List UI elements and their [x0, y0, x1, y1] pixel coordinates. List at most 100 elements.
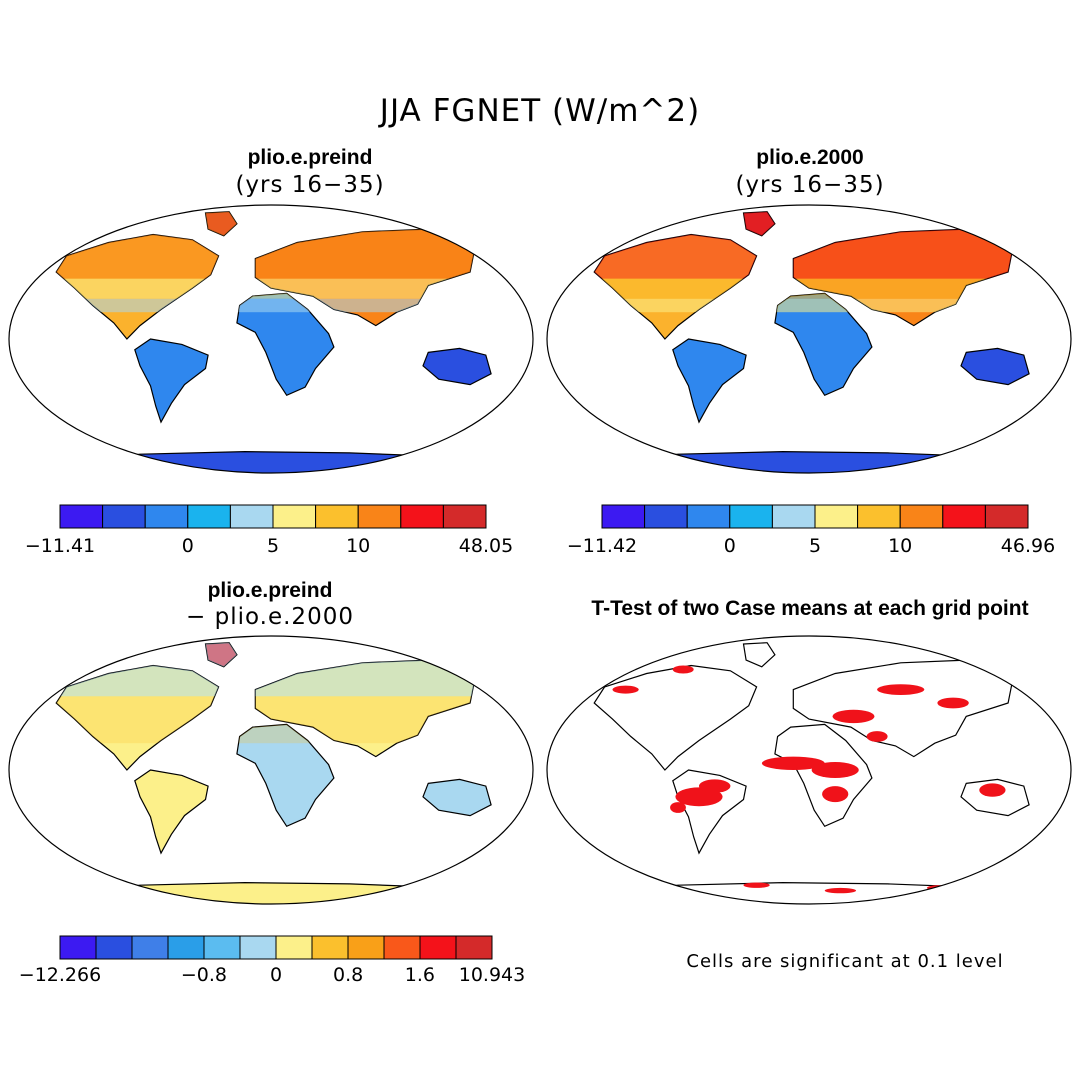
africa-landmass [236, 723, 335, 828]
colorbar-swatch [203, 935, 241, 960]
colorbar-tick-label: 5 [267, 535, 279, 557]
panel-3-subtitle: − plio.e.2000 [186, 604, 354, 630]
shading-band [56, 211, 492, 279]
panel-4-title: T-Test of two Case means at each grid po… [591, 597, 1029, 620]
colorbar-tick-label: 10 [346, 535, 370, 557]
antarctica-landmass [47, 450, 495, 473]
map-panel-3 [8, 635, 534, 905]
colorbar-tick-label: 48.05 [459, 535, 513, 557]
colorbar-swatch [59, 935, 97, 960]
colorbar-tick-label: −11.41 [25, 535, 95, 557]
colorbar-tick-label: 1.6 [405, 964, 435, 986]
map-border [8, 635, 534, 905]
colorbar-swatch [644, 504, 688, 529]
colorbar-swatch [899, 504, 944, 529]
colorbar-swatch [272, 504, 317, 529]
colorbar-swatch [239, 935, 277, 960]
australia-landmass [960, 347, 1030, 386]
map-panel-2 [546, 204, 1072, 474]
significant-cells [979, 783, 1006, 797]
colorbar-tick-label: 10 [888, 535, 912, 557]
significant-cells [866, 731, 888, 742]
colorbar-swatch [442, 504, 487, 529]
antarctica-landmass [47, 881, 495, 904]
significant-cells [743, 882, 770, 888]
colorbar-swatch [275, 935, 313, 960]
colorbar-swatch [942, 504, 986, 529]
colorbar-tick-label: 0.8 [333, 964, 363, 986]
colorbar-swatch [686, 504, 731, 529]
colorbar-swatch [229, 504, 274, 529]
colorbar-swatch [814, 504, 859, 529]
colorbar-2: −11.42 0 5 10 46.96 [567, 504, 1055, 557]
colorbar-swatch [315, 504, 359, 529]
significant-cells [612, 685, 639, 694]
colorbar-swatch [144, 504, 189, 529]
significant-cells [699, 779, 731, 793]
significant-cells [937, 697, 969, 709]
colorbar-1: −11.41 0 5 10 48.05 [25, 504, 513, 557]
eurasia-landmass [792, 659, 1015, 758]
colorbar-swatch [729, 504, 773, 529]
greenland-landmass [742, 642, 776, 668]
colorbar-swatch [383, 935, 421, 960]
australia-landmass [960, 778, 1030, 817]
colorbar-swatch [102, 504, 146, 529]
colorbar-swatch [311, 935, 349, 960]
colorbar-tick-label: 46.96 [1001, 535, 1055, 557]
shading-band [594, 278, 1030, 299]
shading-band [56, 642, 492, 697]
colorbar-swatch [984, 504, 1029, 529]
australia-landmass [422, 347, 492, 386]
shading-band [594, 211, 1030, 279]
map-border [546, 204, 1072, 474]
map-border [8, 204, 534, 474]
map-border [546, 635, 1072, 905]
shading-band [56, 278, 492, 299]
colorbar-swatch [95, 935, 133, 960]
colorbar-tick-label: −11.42 [567, 535, 637, 557]
antarctica-landmass [585, 881, 1033, 904]
australia-landmass [422, 778, 492, 817]
significant-cells [832, 709, 875, 724]
colorbar-swatch [771, 504, 816, 529]
colorbar-swatch [857, 504, 901, 529]
greenland-landmass [742, 211, 776, 237]
significance-note: Cells are significant at 0.1 level [686, 951, 1004, 972]
colorbar-tick-label: 5 [809, 535, 821, 557]
figure-title: JJA FGNET (W/m^2) [379, 93, 701, 129]
panel-3-title: plio.e.preind [207, 579, 333, 602]
map-panel-4 [546, 635, 1072, 905]
colorbar-swatch [357, 504, 402, 529]
colorbar-swatch [347, 935, 385, 960]
panel-2-subtitle: (yrs 16−35) [735, 172, 885, 198]
colorbar-tick-label: 0 [270, 964, 282, 986]
colorbar-swatch [187, 504, 231, 529]
colorbar-tick-label: 10.943 [459, 964, 525, 986]
africa-landmass [236, 292, 335, 397]
significant-cells [824, 887, 857, 894]
south-america-landmass [134, 769, 209, 855]
colorbar-swatch [455, 935, 493, 960]
south-america-landmass [672, 338, 747, 424]
colorbar-swatch [601, 504, 646, 529]
antarctica-landmass [585, 450, 1033, 473]
significant-cells [877, 684, 925, 695]
shading-band [56, 696, 492, 744]
colorbar-swatch [419, 935, 457, 960]
colorbar-tick-label: 0 [724, 535, 736, 557]
colorbar-tick-label: −12.266 [19, 964, 101, 986]
colorbar-swatch [131, 935, 169, 960]
colorbar-swatch [59, 504, 104, 529]
north-america-landmass [593, 664, 758, 771]
panel-1-title: plio.e.preind [247, 146, 373, 169]
colorbar-tick-label: −0.8 [181, 964, 227, 986]
significant-cells [672, 665, 694, 674]
colorbar-swatch [400, 504, 444, 529]
colorbar-tick-label: 0 [182, 535, 194, 557]
significant-cells [811, 762, 859, 778]
colorbar-3: −12.266 −0.8 0 0.8 1.6 10.943 [19, 935, 525, 986]
significant-cells [761, 756, 825, 770]
map-panel-1 [8, 204, 534, 474]
